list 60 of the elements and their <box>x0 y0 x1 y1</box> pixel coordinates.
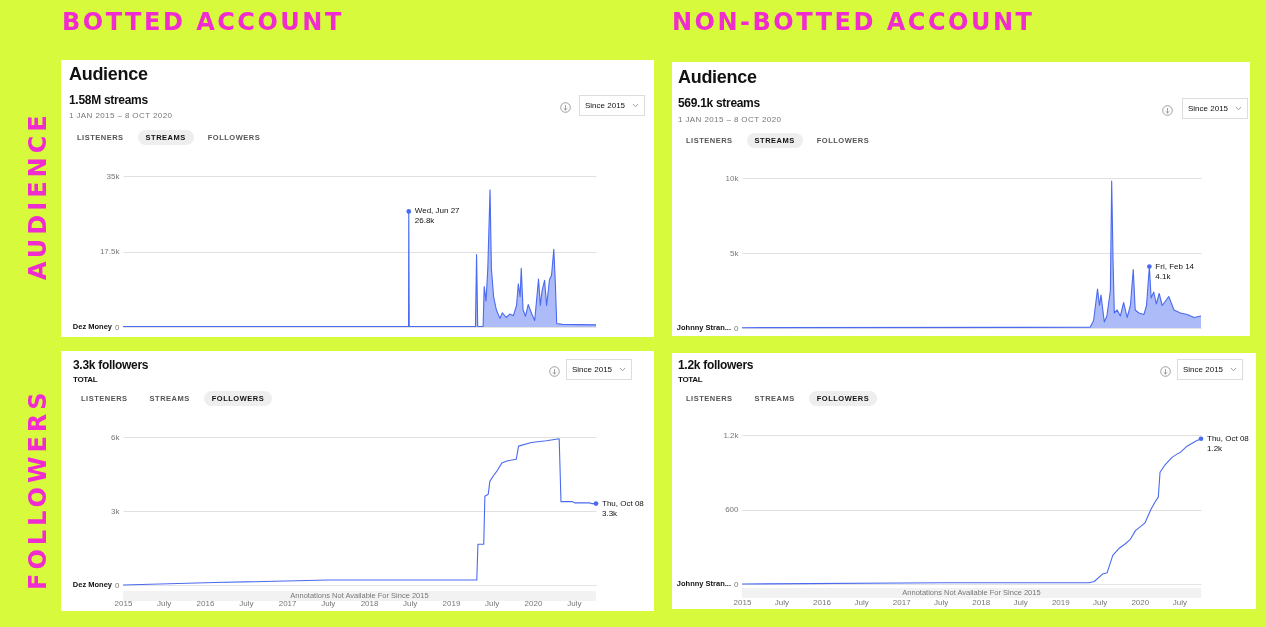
chart-subtitle: TOTAL <box>678 375 703 384</box>
x-tick-label: 2018 <box>972 597 991 607</box>
y-tick-label: 0 <box>734 323 740 333</box>
annotation: Thu, Oct 08 3.3k <box>602 498 645 518</box>
x-tick-label: July <box>934 597 949 607</box>
x-tick-label: 2019 <box>442 598 461 608</box>
text: 1 JAN 2015 – 8 OCT 2020 <box>678 115 782 124</box>
x-tick-label: July <box>854 597 869 607</box>
y-tick-label: 0 <box>115 322 121 332</box>
text: Since 2015 <box>1188 104 1229 113</box>
x-tick-label: 2020 <box>524 598 543 608</box>
y-tick-label: 5k <box>730 248 740 258</box>
chart-title: 3.3k followers <box>73 358 149 372</box>
chart-title: Audience <box>69 64 148 85</box>
annotation: Wed, Jun 27 26.8k <box>414 206 461 226</box>
y-tick-label: 600 <box>725 505 740 514</box>
annotation: Fri, Feb 14 4.1k <box>1155 261 1195 281</box>
chart-title: Audience <box>678 67 757 88</box>
y-tick-label: 1.2k <box>723 430 740 440</box>
x-tick-label: July <box>403 598 418 608</box>
x-tick-label: 2017 <box>892 597 912 607</box>
text: FOLLOWERS <box>24 388 52 590</box>
x-tick-label: 2017 <box>278 598 298 608</box>
x-tick-label: 2016 <box>196 598 215 608</box>
x-tick-label: 2018 <box>360 598 379 608</box>
y-tick-label: 0 <box>115 580 121 590</box>
y-tick-label: 35k <box>106 171 121 181</box>
annotation: Thu, Oct 08 1.2k <box>1207 433 1250 453</box>
text: BOTTED ACCOUNT <box>62 8 344 36</box>
y-tick-label: 17.5k <box>99 247 121 256</box>
y-tick-label: 3k <box>111 506 121 516</box>
x-tick-label: 2019 <box>1051 597 1071 607</box>
chart-title: 1.2k followers <box>678 358 754 372</box>
y-tick-label: 0 <box>734 579 740 589</box>
line-series <box>122 438 597 586</box>
chart-subtitle: 1.58M streams <box>69 93 148 107</box>
text: NON-BOTTED ACCOUNT <box>672 8 1035 36</box>
x-tick-label: July <box>157 598 172 608</box>
x-tick-label: July <box>239 598 254 608</box>
y-tick-label: 10k <box>725 173 740 183</box>
text: Since 2015 <box>1183 365 1224 374</box>
x-tick-label: July <box>321 598 336 608</box>
text: AUDIENCE <box>24 111 52 280</box>
chart-subtitle: 569.1k streams <box>678 96 760 110</box>
line-series <box>741 438 1202 585</box>
x-tick-label: 2015 <box>114 598 133 608</box>
x-tick-label: July <box>1013 597 1028 607</box>
x-tick-label: July <box>1172 597 1188 607</box>
text: Since 2015 <box>585 101 626 110</box>
text: 1 JAN 2015 – 8 OCT 2020 <box>69 111 173 120</box>
x-tick-label: July <box>485 598 500 608</box>
chart-subtitle: TOTAL <box>73 375 98 384</box>
text: Since 2015 <box>572 365 613 374</box>
y-tick-label: 6k <box>111 432 121 442</box>
x-tick-label: 2020 <box>1131 597 1150 607</box>
x-tick-label: July <box>567 598 582 608</box>
x-tick-label: July <box>1093 597 1108 607</box>
x-tick-label: 2016 <box>813 597 832 607</box>
x-tick-label: July <box>774 597 790 607</box>
x-tick-label: 2015 <box>733 597 752 607</box>
